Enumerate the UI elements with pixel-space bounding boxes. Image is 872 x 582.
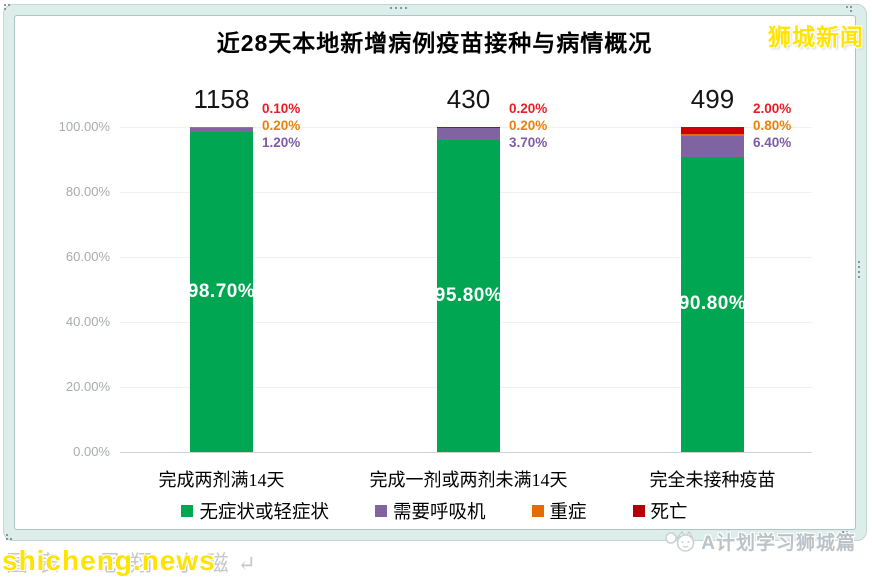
- x-axis-category-label: 完成两剂满14天: [158, 470, 285, 490]
- bar-segment-severe: [190, 127, 253, 128]
- y-axis-tick-label: 100.00%: [58, 119, 110, 134]
- shicheng-news-watermark: shicheng.news: [2, 545, 216, 576]
- resize-handle-bottomleft-icon[interactable]: [6, 534, 12, 540]
- side-label-death: 0.10%: [262, 101, 301, 116]
- side-label-severe: 0.80%: [753, 118, 792, 133]
- bar-segment-ventilator: [681, 136, 744, 157]
- stacked-bar: 95.80%: [434, 127, 503, 452]
- chart-legend: 无症状或轻症状 需要呼吸机 重症 死亡: [14, 498, 855, 524]
- y-axis-tick-label: 40.00%: [65, 314, 110, 329]
- side-label-death: 2.00%: [753, 101, 792, 116]
- bar-segment-asymptomatic-mild: [437, 140, 500, 452]
- resize-handle-top-icon[interactable]: [390, 7, 407, 9]
- shicheng-news-logo: 狮城新闻: [768, 24, 864, 50]
- resize-handle-bottomright-icon[interactable]: [842, 531, 848, 537]
- bar-segment-asymptomatic-mild: [681, 156, 744, 452]
- legend-label: 需要呼吸机: [392, 503, 486, 523]
- bar-segment-death: [437, 127, 500, 128]
- bar-side-labels: 0.20% 0.20% 3.70%: [509, 100, 547, 151]
- side-label-ventilator: 3.70%: [509, 135, 548, 150]
- legend-swatch-severe: [531, 505, 544, 517]
- side-label-severe: 0.20%: [262, 118, 301, 133]
- footer-credit: A计划学习狮城篇: [663, 528, 856, 555]
- legend-label: 重症: [549, 503, 587, 523]
- legend-item-severe: 重症: [531, 498, 587, 524]
- bar-total-label: 1158: [193, 84, 250, 114]
- resize-handle-topleft-icon[interactable]: [4, 4, 10, 10]
- side-label-ventilator: 1.20%: [262, 135, 301, 150]
- cat-avatar-icon: [663, 529, 697, 555]
- bar-main-percimpact-label: 98.70%: [187, 280, 256, 302]
- side-label-ventilator: 6.40%: [753, 135, 792, 150]
- gridline: [120, 452, 812, 453]
- legend-label: 无症状或轻症状: [199, 503, 329, 523]
- chart-title: 近28天本地新增病例疫苗接种与病情概况: [216, 30, 653, 56]
- resize-handle-right-icon[interactable]: [858, 261, 860, 278]
- stacked-bar: 98.70%: [187, 127, 256, 453]
- bar-segment-death: [681, 127, 744, 134]
- bar-total-label: 499: [690, 84, 735, 114]
- bar-main-percimpact-label: 95.80%: [434, 285, 503, 307]
- background-caption-text: 图表：思翔 小磁↵: [6, 551, 265, 576]
- side-label-severe: 0.20%: [509, 118, 548, 133]
- legend-item-death: 死亡: [632, 498, 688, 524]
- legend-label: 死亡: [650, 503, 688, 523]
- bar-main-percimpact-label: 90.80%: [678, 293, 747, 315]
- legend-swatch-death: [632, 505, 645, 517]
- bar-segment-severe: [681, 133, 744, 137]
- legend-item-asymptomatic-mild: 无症状或轻症状: [181, 498, 329, 524]
- legend-swatch-asymptomatic-mild: [181, 505, 194, 517]
- legend-item-ventilator: 需要呼吸机: [374, 498, 486, 524]
- y-axis-tick-label: 0.00%: [73, 444, 110, 459]
- y-axis-tick-label: 80.00%: [65, 184, 110, 199]
- footer-credit-label: A计划学习狮城篇: [701, 533, 856, 554]
- bar-segment-ventilator: [437, 128, 500, 141]
- x-axis-category-label: 完成一剂或两剂未满14天: [369, 470, 568, 490]
- bar-segment-asymptomatic-mild: [190, 131, 253, 453]
- resize-handle-topright-icon[interactable]: [846, 6, 852, 12]
- bar-segment-severe: [437, 127, 500, 129]
- y-axis-tick-label: 60.00%: [65, 249, 110, 264]
- legend-swatch-ventilator: [374, 505, 387, 517]
- side-label-death: 0.20%: [509, 101, 548, 116]
- bar-side-labels: 2.00% 0.80% 6.40%: [753, 100, 791, 151]
- bar-side-labels: 0.10% 0.20% 1.20%: [262, 100, 300, 151]
- bar-segment-ventilator: [190, 127, 253, 132]
- stacked-bar: 90.80%: [678, 127, 747, 452]
- x-axis-category-label: 完全未接种疫苗: [649, 470, 776, 490]
- bar-total-label: 430: [446, 84, 491, 114]
- y-axis-tick-label: 20.00%: [65, 379, 110, 394]
